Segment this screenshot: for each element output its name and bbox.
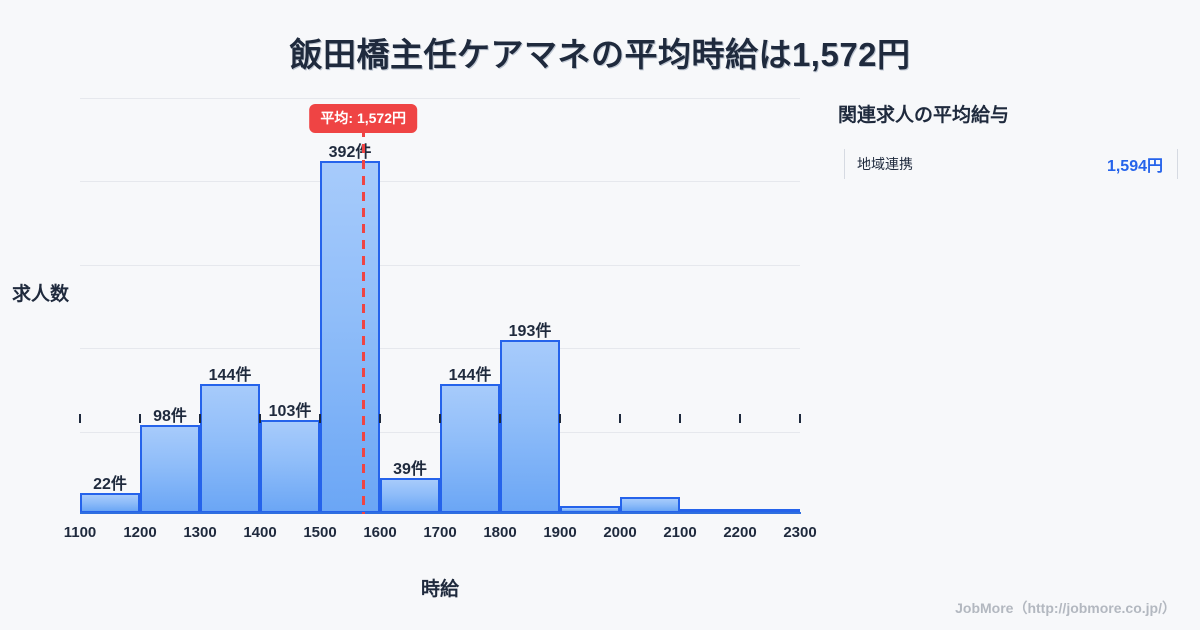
x-axis-tick-label: 1400 [243, 524, 277, 541]
y-axis-title: 求人数 [12, 284, 70, 305]
histogram-bar [620, 496, 680, 513]
histogram-bar [560, 505, 620, 513]
x-axis-tick [379, 414, 381, 423]
x-axis-tick-label: 1300 [183, 524, 217, 541]
bar-value-label: 98件 [153, 407, 187, 425]
watermark-footer: JobMore（http://jobmore.co.jp/） [955, 600, 1176, 616]
page-title: 飯田橋主任ケアマネの平均時給は1,572円 [289, 36, 911, 73]
x-axis-tick-label: 1200 [123, 524, 157, 541]
x-axis-tick [559, 414, 561, 423]
related-job-row: 地域連携 1,594円 [844, 149, 1178, 179]
average-line [362, 128, 366, 514]
x-axis-tick-label: 1900 [543, 524, 577, 541]
x-axis-tick-label: 1600 [363, 524, 397, 541]
gridline [80, 348, 800, 349]
histogram-bar [440, 383, 500, 513]
x-axis-tick-label: 2300 [783, 524, 817, 541]
related-jobs-panel: 関連求人の平均給与 地域連携 1,594円 [838, 100, 1178, 179]
histogram-bar [320, 160, 380, 513]
x-axis-tick [499, 414, 501, 423]
x-axis-tick [739, 414, 741, 423]
x-axis-tick [799, 414, 801, 423]
x-axis-tick-label: 2000 [603, 524, 637, 541]
x-axis-tick-label: 2200 [723, 524, 757, 541]
histogram-bar [380, 477, 440, 513]
x-axis-title: 時給 [420, 579, 459, 600]
bar-value-label: 103件 [268, 403, 312, 421]
histogram-bar [200, 383, 260, 513]
bar-value-label: 193件 [508, 322, 552, 340]
histogram-chart: 求人数 22件 98件 144件 103件 392件 39件 144件 193件 1100 12… [12, 98, 817, 600]
x-axis-tick-label: 1800 [483, 524, 517, 541]
gridline [80, 181, 800, 182]
histogram-bar [80, 493, 140, 513]
x-axis-tick-label: 1500 [303, 524, 337, 541]
bar-value-label: 22件 [93, 476, 127, 494]
histogram-bar [500, 339, 560, 513]
x-axis-tick [619, 414, 621, 423]
related-jobs-heading: 関連求人の平均給与 [838, 105, 1010, 126]
plot-area [80, 98, 801, 514]
histogram-bar [140, 424, 200, 513]
x-axis-tick [439, 414, 441, 423]
related-job-salary: 1,594円 [1106, 158, 1163, 175]
average-badge: 平均: 1,572円 [309, 104, 417, 133]
x-axis-tick-label: 2100 [663, 524, 697, 541]
related-jobs-list: 地域連携 1,594円 [838, 149, 1178, 179]
histogram-bar [260, 420, 320, 513]
x-axis-tick [199, 414, 201, 423]
x-axis-tick [139, 414, 141, 423]
x-axis-tick-label: 1100 [63, 524, 97, 541]
x-axis-tick [79, 414, 81, 423]
x-axis-tick-label: 1700 [423, 524, 457, 541]
related-job-label: 地域連携 [857, 156, 913, 172]
x-axis-tick [679, 414, 681, 423]
x-axis-tick [319, 414, 321, 423]
x-axis-line [80, 512, 801, 514]
gridline [80, 98, 800, 99]
bar-value-label: 144件 [448, 366, 492, 384]
gridline [80, 265, 800, 266]
bar-value-label: 144件 [208, 366, 252, 384]
bar-value-label: 39件 [393, 460, 427, 478]
bar-value-label: 392件 [328, 143, 372, 161]
x-axis-tick [259, 414, 261, 423]
